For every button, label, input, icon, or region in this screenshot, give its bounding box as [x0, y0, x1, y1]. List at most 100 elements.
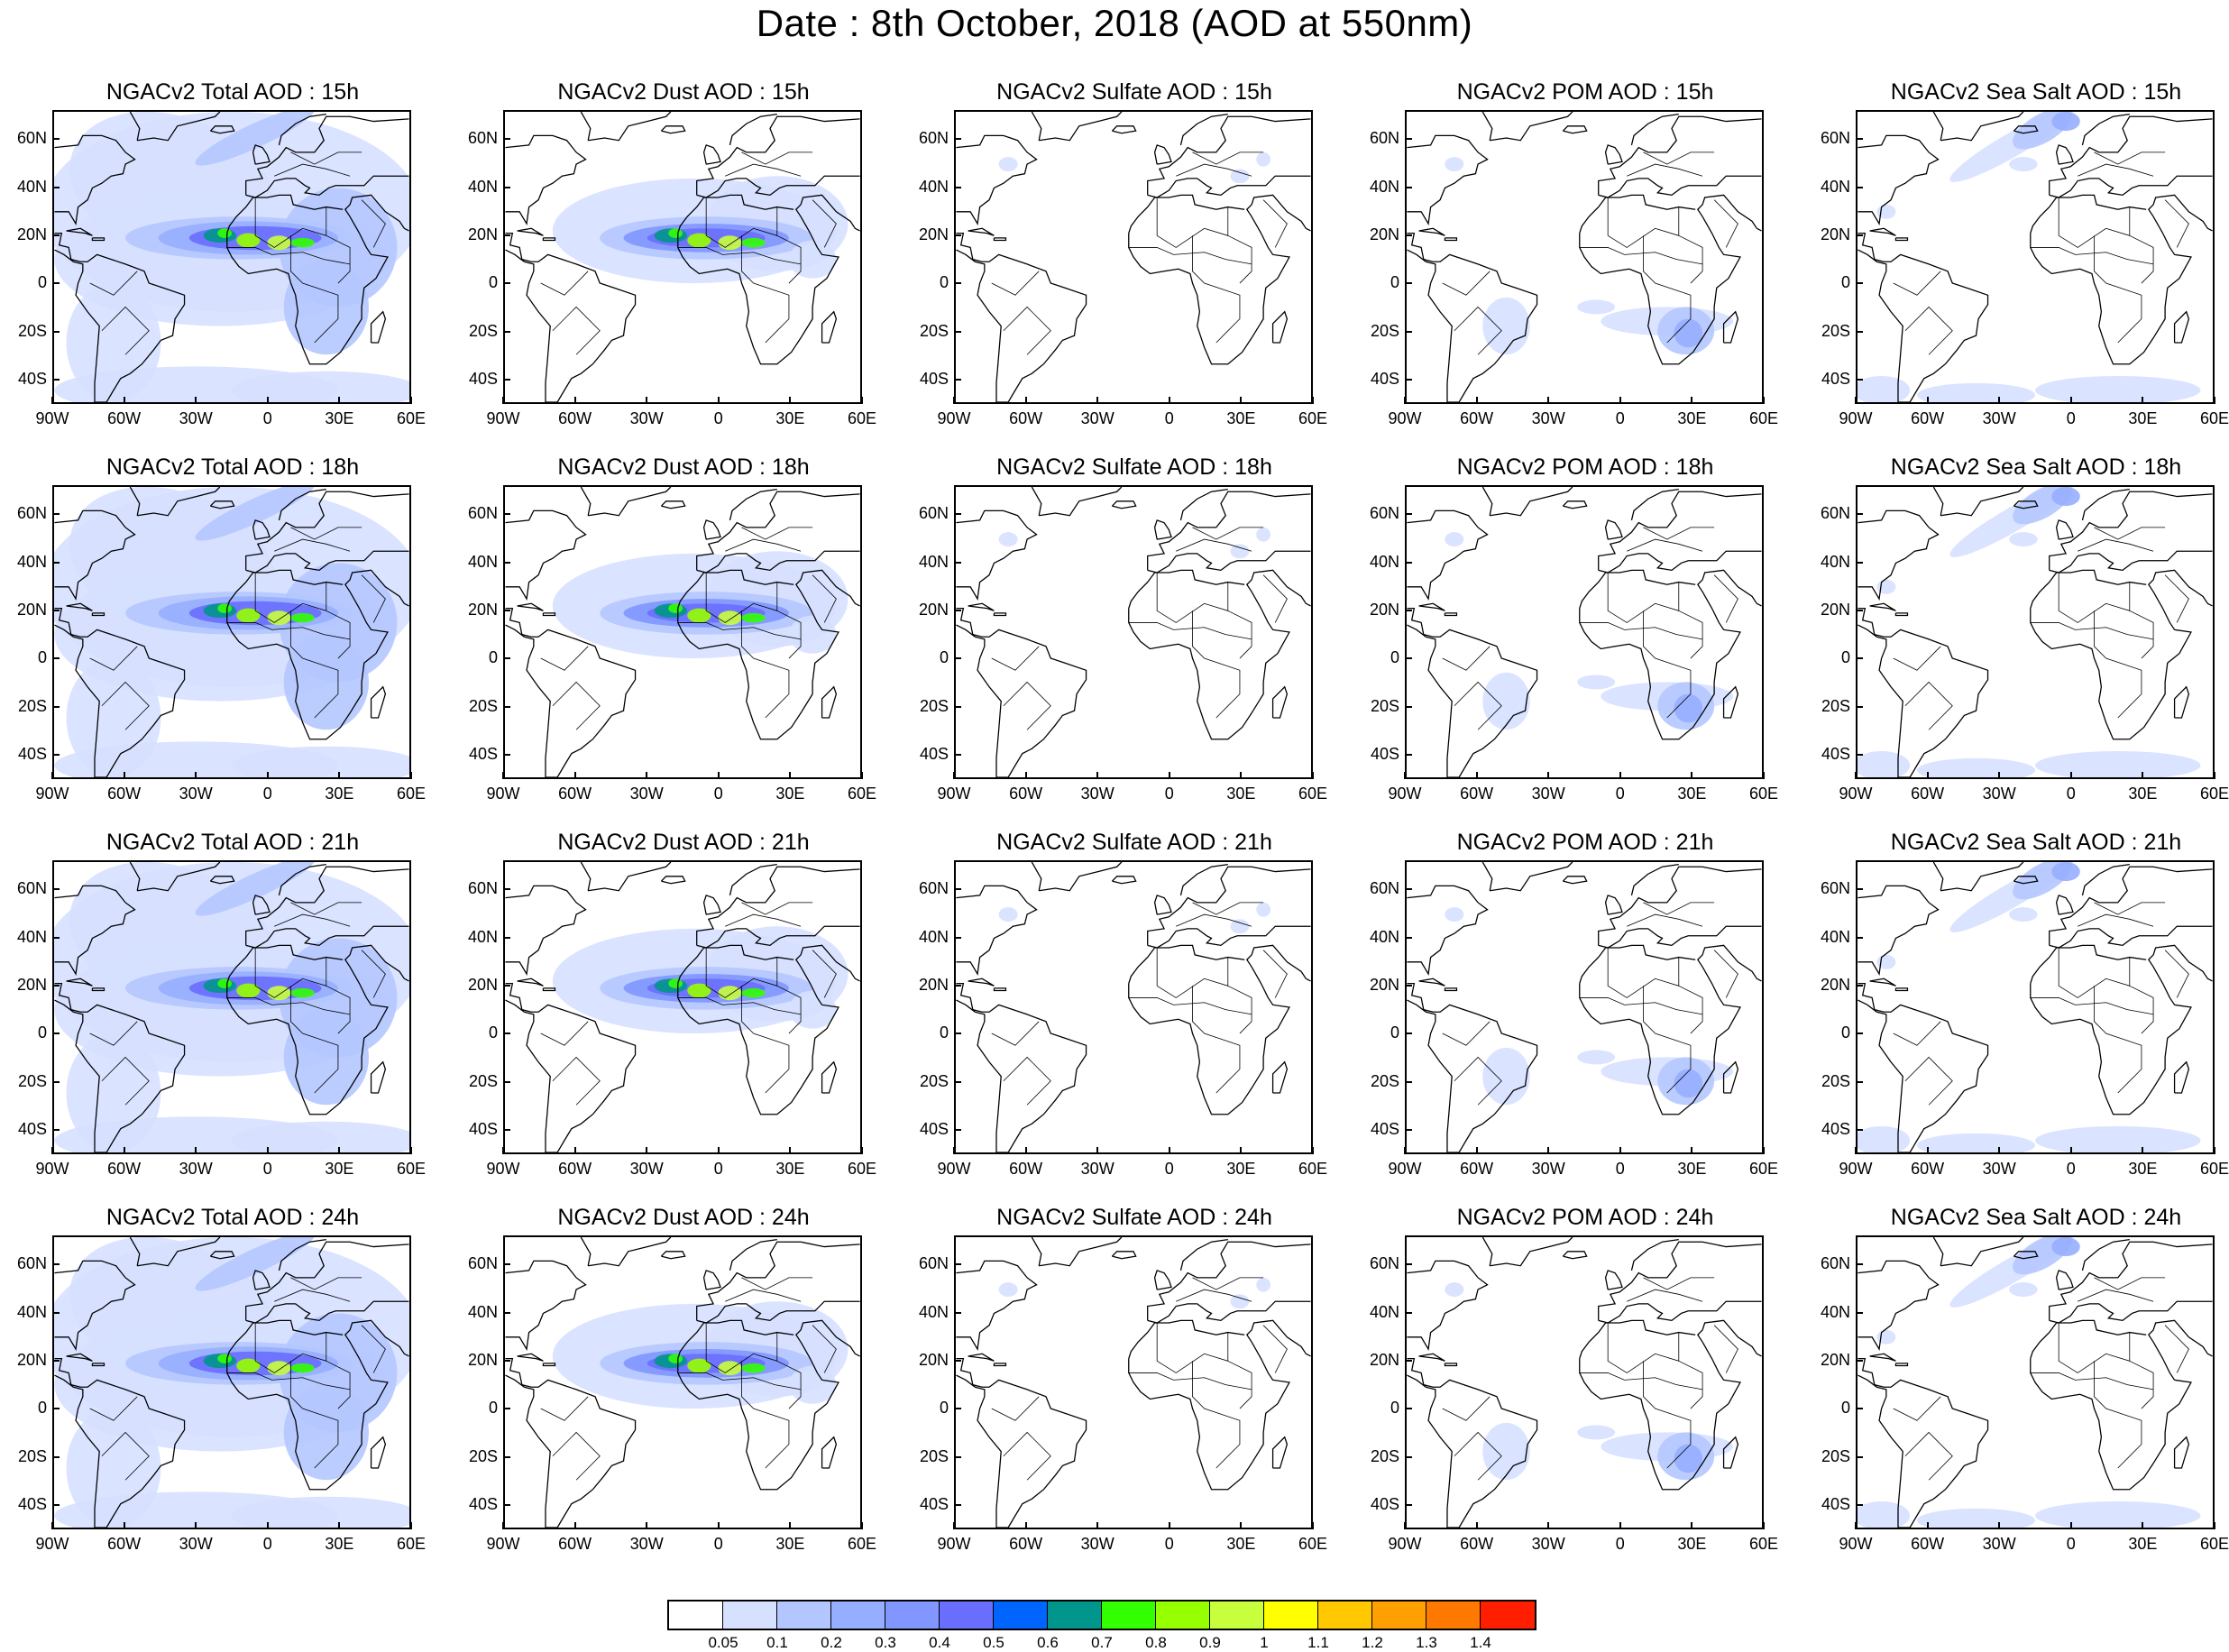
- aod-contour: [2051, 112, 2080, 132]
- lat-tick: [52, 754, 60, 757]
- country-border: [1893, 1396, 1941, 1421]
- coastline: [660, 500, 686, 509]
- aod-contour: [232, 1496, 409, 1528]
- coastline: [1894, 612, 1909, 617]
- coastline: [1444, 987, 1458, 992]
- lat-tick-label: 20N: [1369, 225, 1399, 243]
- lat-tick-label: 60N: [918, 1254, 949, 1273]
- aod-map: [1407, 862, 1762, 1152]
- coastline: [580, 1237, 592, 1266]
- lon-tick-label: 30E: [2128, 409, 2158, 427]
- aod-contour: [1577, 299, 1616, 315]
- aod-contour: [1230, 919, 1250, 934]
- lon-tick-label: 30E: [1226, 1535, 1256, 1553]
- map-panel: NGACv2 Sea Salt AOD : 24h 60N 40N 20N 0 20S 40…: [1803, 1205, 2229, 1556]
- country-border: [2164, 574, 2189, 623]
- lat-tick-label: 0: [488, 648, 498, 667]
- coastline: [245, 1241, 409, 1321]
- country-border: [725, 538, 802, 552]
- coastline: [370, 310, 387, 344]
- country-border: [741, 1361, 790, 1469]
- lon-tick-label: 60W: [1009, 1160, 1043, 1178]
- coastline: [2055, 144, 2074, 165]
- lat-tick: [503, 234, 510, 236]
- lon-tick: [502, 772, 504, 779]
- coastline: [696, 175, 860, 198]
- panel-title: NGACv2 POM AOD : 21h: [1456, 830, 1714, 855]
- country-border: [2094, 610, 2142, 719]
- coastline: [137, 487, 221, 517]
- coastline: [1039, 862, 1123, 892]
- lat-tick-label: 20N: [16, 975, 47, 994]
- coastline: [1579, 194, 1696, 234]
- aod-contour: [267, 235, 291, 251]
- lat-tick: [52, 513, 60, 516]
- lon-tick: [123, 397, 125, 404]
- lon-tick-label: 30W: [179, 1535, 213, 1553]
- country-border: [361, 199, 386, 248]
- aod-contour: [1916, 757, 2035, 777]
- lat-tick: [52, 561, 60, 564]
- coastline: [245, 550, 409, 574]
- lon-tick-label: 60W: [1009, 1535, 1043, 1553]
- lat-tick-label: 20S: [1821, 321, 1850, 340]
- lat-tick: [1856, 1263, 1863, 1266]
- coastline: [1722, 310, 1739, 344]
- lon-tick: [2142, 1522, 2144, 1529]
- aod-contour: [1577, 675, 1616, 690]
- lat-tick: [52, 234, 60, 236]
- aod-contour: [2051, 1237, 2080, 1257]
- country-border: [552, 306, 601, 355]
- lat-tick: [954, 705, 961, 708]
- lon-tick: [1998, 1147, 2001, 1154]
- lon-tick: [1024, 1522, 1027, 1529]
- coastline: [1444, 1363, 1458, 1367]
- coastline: [1604, 144, 1623, 165]
- coastline: [1562, 500, 1588, 509]
- country-border: [1713, 199, 1738, 248]
- country-border: [274, 913, 351, 927]
- figure-title: Date : 8th October, 2018 (AOD at 550nm): [756, 2, 1473, 44]
- lat-tick: [52, 1311, 60, 1314]
- lat-tick-label: 40S: [17, 745, 47, 764]
- coastline: [1147, 550, 1311, 574]
- lon-tick-label: 60W: [1911, 1160, 1945, 1178]
- lon-tick: [195, 397, 197, 404]
- coastline: [702, 144, 721, 165]
- aod-contour: [283, 1009, 370, 1106]
- aod-contour: [1916, 382, 2035, 402]
- lon-tick: [1691, 1522, 1693, 1529]
- country-border: [1262, 1325, 1288, 1373]
- colorbar-swatch: [1048, 1602, 1102, 1629]
- country-border: [2094, 151, 2166, 165]
- lon-tick-label: 90W: [1388, 1535, 1422, 1553]
- coastline: [1128, 944, 1311, 1115]
- country-border: [2058, 197, 2131, 248]
- coastline: [1407, 1357, 1538, 1528]
- country-border: [290, 1361, 339, 1469]
- coastline: [517, 227, 544, 236]
- coastline: [226, 1319, 344, 1359]
- lat-tick-label: 40S: [468, 1120, 498, 1139]
- country-border: [1442, 271, 1491, 296]
- panel-title: NGACv2 Sulfate AOD : 15h: [996, 79, 1272, 105]
- country-border: [1176, 538, 1252, 552]
- panel-title: NGACv2 Total AOD : 15h: [105, 79, 360, 105]
- lon-tick-label: 60W: [107, 1160, 142, 1178]
- coastline: [1598, 491, 1762, 571]
- lon-tick: [1168, 772, 1170, 779]
- lat-tick: [1405, 234, 1412, 236]
- country-border: [812, 1325, 837, 1373]
- lon-tick-label: 30W: [1080, 1160, 1114, 1178]
- lon-tick-label: 60W: [1460, 1160, 1494, 1178]
- lon-tick: [717, 772, 720, 779]
- lat-tick: [1405, 513, 1412, 516]
- aod-map: [54, 1237, 409, 1528]
- colorbar-swatch: [669, 1602, 723, 1629]
- country-border: [725, 163, 802, 177]
- country-border: [552, 1056, 601, 1106]
- lat-tick: [954, 1359, 961, 1362]
- lat-tick-label: 20S: [919, 696, 949, 715]
- lat-tick-label: 60N: [1369, 504, 1399, 523]
- lat-tick: [1856, 1032, 1863, 1035]
